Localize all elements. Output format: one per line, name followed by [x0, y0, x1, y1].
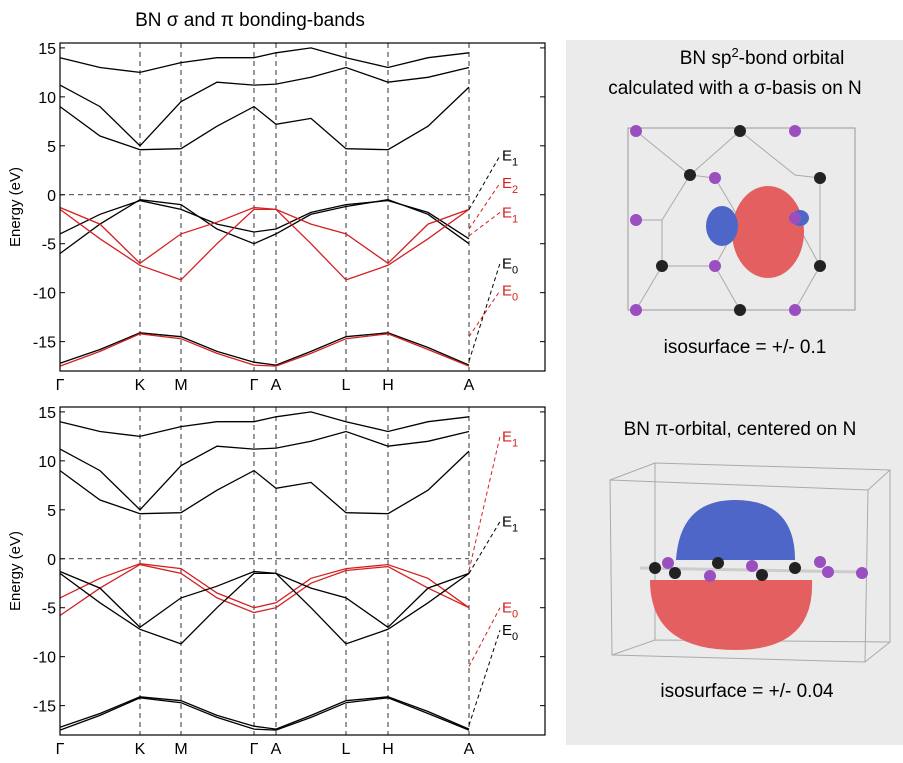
- annotation: E1: [502, 428, 518, 449]
- y-tick-label: -10: [33, 650, 56, 667]
- annotation-text: E: [502, 175, 512, 192]
- chart-title: BN σ and π bonding-bands: [135, 10, 365, 31]
- orbital-caption: isosurface = +/- 0.1: [664, 337, 827, 358]
- annotation-text: E: [502, 514, 512, 531]
- y-tick-label: 5: [47, 503, 56, 520]
- annotation: E0: [502, 255, 518, 276]
- y-tick-label: -5: [42, 601, 56, 618]
- orbital-title: BN sp2-bond orbital: [680, 45, 845, 69]
- x-tick-label: A: [464, 377, 475, 394]
- y-axis-label: Energy (eV): [7, 167, 24, 247]
- y-tick-label: 15: [38, 41, 56, 58]
- title-part: -bond orbital: [739, 48, 845, 69]
- x-tick-label: A: [464, 741, 475, 758]
- y-tick-label: -15: [33, 699, 56, 716]
- y-tick-label: 15: [38, 405, 56, 422]
- x-tick-label: A: [271, 377, 282, 394]
- annotation: E0: [502, 600, 518, 621]
- annotation-line: [469, 608, 500, 667]
- annotation-line: [469, 183, 500, 229]
- annotation-sub: 1: [512, 437, 518, 449]
- x-tick-label: A: [271, 741, 282, 758]
- x-tick-label: Γ: [250, 741, 259, 758]
- x-tick-label: Γ: [250, 377, 259, 394]
- band-line: [60, 412, 469, 437]
- band-line: [60, 564, 469, 608]
- y-tick-label: 10: [38, 454, 56, 471]
- annotation-text: E: [502, 600, 512, 617]
- annotation-text: E: [502, 283, 512, 300]
- annotation-text: E: [502, 622, 512, 639]
- band-line: [60, 48, 469, 73]
- orbital-title: calculated with a σ-basis on N: [608, 78, 862, 99]
- annotation-text: E: [502, 428, 512, 445]
- y-tick-label: 0: [47, 188, 56, 205]
- annotation-sub: 1: [512, 523, 518, 535]
- band-line: [60, 698, 469, 730]
- annotation: E1: [502, 204, 518, 225]
- annotation: E1: [502, 514, 518, 535]
- annotation-sub: 1: [512, 157, 518, 169]
- annotation-line: [469, 436, 500, 570]
- plot-frame: [60, 43, 545, 371]
- annotation-line: [469, 630, 500, 725]
- y-tick-label: -5: [42, 237, 56, 254]
- band-line: [60, 432, 469, 510]
- x-tick-label: H: [382, 377, 394, 394]
- x-tick-label: M: [174, 741, 187, 758]
- annotation-sub: 1: [512, 213, 518, 225]
- annotation: E0: [502, 622, 518, 643]
- annotation-sub: 2: [512, 184, 518, 196]
- x-tick-label: K: [135, 377, 146, 394]
- band-line: [60, 87, 469, 150]
- figure: BN σ and π bonding-bands BN sp2-bond orb…: [0, 0, 903, 758]
- band-line: [60, 208, 469, 264]
- band-line: [60, 68, 469, 146]
- annotation-sub: 0: [512, 609, 518, 621]
- annotation-line: [469, 212, 500, 235]
- annotation-line: [469, 263, 500, 361]
- annotation-line: [469, 156, 500, 210]
- annotation-sub: 0: [512, 292, 518, 304]
- x-tick-label: L: [342, 377, 351, 394]
- orbital-title: BN π-orbital, centered on N: [624, 419, 857, 440]
- y-tick-label: -15: [33, 335, 56, 352]
- y-tick-label: 10: [38, 90, 56, 107]
- band-line: [60, 334, 469, 366]
- annotation-sub: 0: [512, 264, 518, 276]
- title-sup: 2: [731, 45, 738, 60]
- x-tick-label: K: [135, 741, 146, 758]
- orbital-caption: isosurface = +/- 0.04: [660, 681, 834, 702]
- y-tick-label: -10: [33, 286, 56, 303]
- annotation-text: E: [502, 148, 512, 165]
- x-tick-label: H: [382, 741, 394, 758]
- y-tick-label: 5: [47, 139, 56, 156]
- x-tick-label: Γ: [56, 741, 65, 758]
- x-tick-label: L: [342, 741, 351, 758]
- band-line: [60, 697, 469, 729]
- annotation-line: [469, 522, 500, 574]
- band-line: [60, 201, 469, 239]
- annotation: E2: [502, 175, 518, 196]
- band-line: [60, 333, 469, 365]
- annotation: E1: [502, 148, 518, 169]
- plot-frame: [60, 407, 545, 735]
- annotation-sub: 0: [512, 631, 518, 643]
- y-tick-label: 0: [47, 552, 56, 569]
- x-tick-label: Γ: [56, 377, 65, 394]
- band-line: [60, 451, 469, 514]
- title-part: BN sp: [680, 48, 732, 69]
- y-axis-label: Energy (eV): [7, 531, 24, 611]
- x-tick-label: M: [174, 377, 187, 394]
- band-line: [60, 572, 469, 628]
- annotation-text: E: [502, 204, 512, 221]
- annotation-text: E: [502, 255, 512, 272]
- annotation: E0: [502, 283, 518, 304]
